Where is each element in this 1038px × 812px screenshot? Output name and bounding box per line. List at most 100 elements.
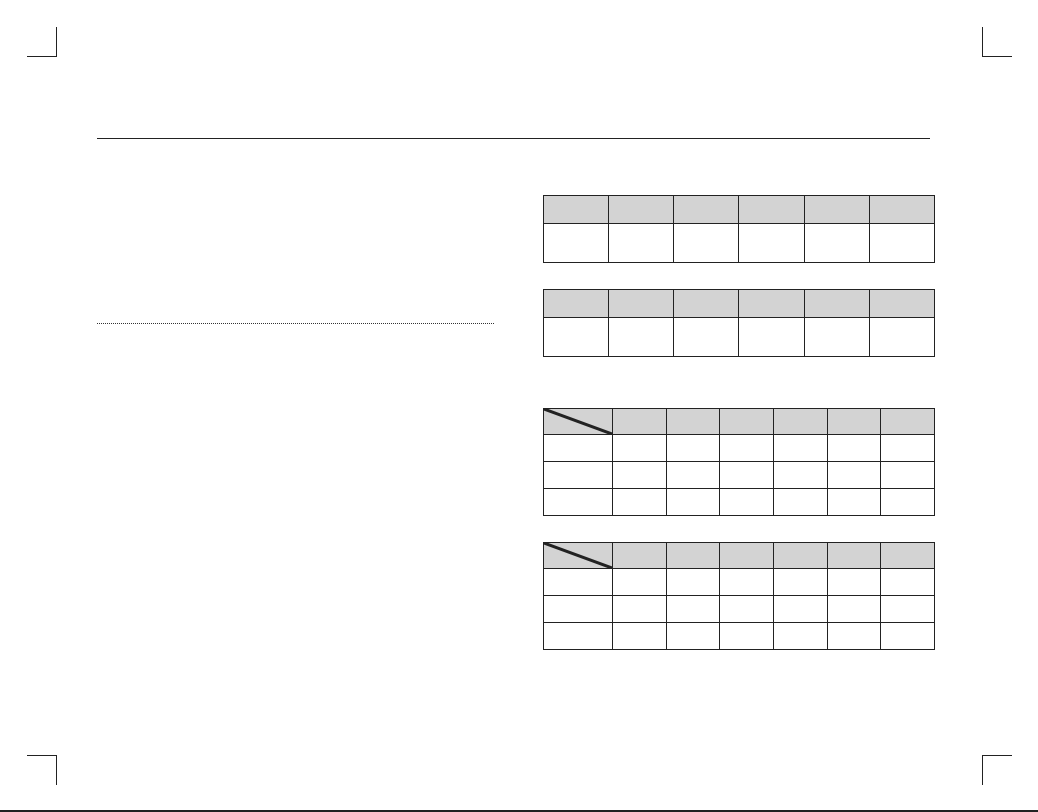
table-cell [772, 622, 828, 650]
table-cell [543, 317, 609, 357]
table-cell [826, 488, 882, 516]
table-header-cell [665, 542, 721, 569]
table-cell [719, 488, 774, 516]
diagonal-corner-cell [543, 542, 613, 569]
diagonal-corner-cell [543, 408, 613, 435]
table-header-cell [772, 542, 828, 569]
table-cell [543, 488, 613, 516]
table-row [543, 568, 935, 596]
table-cell [612, 595, 667, 623]
table-cell [738, 223, 805, 263]
crop-mark-bottom-right [982, 755, 983, 785]
table-cell [719, 568, 774, 596]
table-cell [665, 488, 721, 516]
table-cell [880, 622, 935, 650]
table-header-cell [612, 408, 667, 435]
table-row [543, 223, 935, 263]
table-header-row [543, 289, 935, 318]
table-cell [543, 223, 609, 263]
table-cell [665, 434, 721, 462]
crop-mark-bottom-right [982, 755, 1012, 756]
table-cell [880, 568, 935, 596]
table-cell [543, 568, 613, 596]
table-cell [665, 568, 721, 596]
table-cell [826, 461, 882, 489]
table-cell [612, 622, 667, 650]
crop-mark-bottom-left [27, 755, 57, 756]
table-header-cell [738, 195, 805, 224]
dotted-divider [97, 323, 494, 324]
table-cell [673, 317, 740, 357]
table-header-row [543, 408, 935, 435]
table-cell [772, 568, 828, 596]
table-header-cell [826, 542, 882, 569]
table-cell [826, 434, 882, 462]
table-cell [612, 488, 667, 516]
table-header-cell [719, 542, 774, 569]
table-row [543, 461, 935, 489]
crop-mark-top-left [56, 27, 57, 57]
table-header-cell [612, 542, 667, 569]
table-cell [880, 488, 935, 516]
table-row [543, 317, 935, 357]
table-header-cell [803, 289, 870, 318]
crop-mark-top-right [982, 56, 1012, 57]
table-cell [772, 595, 828, 623]
data-table-4 [543, 542, 935, 650]
table-header-cell [543, 195, 609, 224]
table-cell [543, 595, 613, 623]
table-cell [772, 488, 828, 516]
table-cell [826, 595, 882, 623]
page-bottom-edge [0, 810, 1038, 812]
diagonal-line [544, 409, 612, 434]
table-header-cell [868, 289, 935, 318]
table-row [543, 488, 935, 516]
table-header-cell [738, 289, 805, 318]
table-cell [738, 317, 805, 357]
crop-mark-top-left [27, 56, 57, 57]
table-row [543, 595, 935, 623]
diagonal-line [544, 543, 612, 568]
table-cell [543, 461, 613, 489]
table-cell [880, 434, 935, 462]
table-cell [826, 622, 882, 650]
table-cell [665, 595, 721, 623]
table-cell [607, 223, 675, 263]
table-cell [880, 461, 935, 489]
table-header-row [543, 195, 935, 224]
table-cell [673, 223, 740, 263]
table-header-cell [607, 289, 675, 318]
crop-mark-top-right [982, 27, 983, 57]
table-header-cell [543, 289, 609, 318]
table-header-cell [607, 195, 675, 224]
header-rule [97, 138, 930, 139]
table-header-cell [826, 408, 882, 435]
table-cell [803, 317, 870, 357]
data-table-2 [543, 289, 935, 357]
table-cell [607, 317, 675, 357]
table-header-cell [868, 195, 935, 224]
table-cell [826, 568, 882, 596]
table-header-cell [673, 195, 740, 224]
table-cell [543, 434, 613, 462]
table-header-cell [880, 408, 935, 435]
table-row [543, 622, 935, 650]
table-cell [612, 568, 667, 596]
table-cell [612, 461, 667, 489]
table-cell [719, 434, 774, 462]
table-cell [772, 461, 828, 489]
table-header-cell [803, 195, 870, 224]
table-header-cell [880, 542, 935, 569]
table-cell [868, 317, 935, 357]
table-cell [665, 622, 721, 650]
table-cell [543, 622, 613, 650]
table-header-cell [673, 289, 740, 318]
data-table-3 [543, 408, 935, 516]
table-header-cell [665, 408, 721, 435]
table-cell [612, 434, 667, 462]
table-cell [868, 223, 935, 263]
table-cell [880, 595, 935, 623]
table-cell [803, 223, 870, 263]
crop-mark-bottom-left [56, 755, 57, 785]
table-cell [719, 595, 774, 623]
